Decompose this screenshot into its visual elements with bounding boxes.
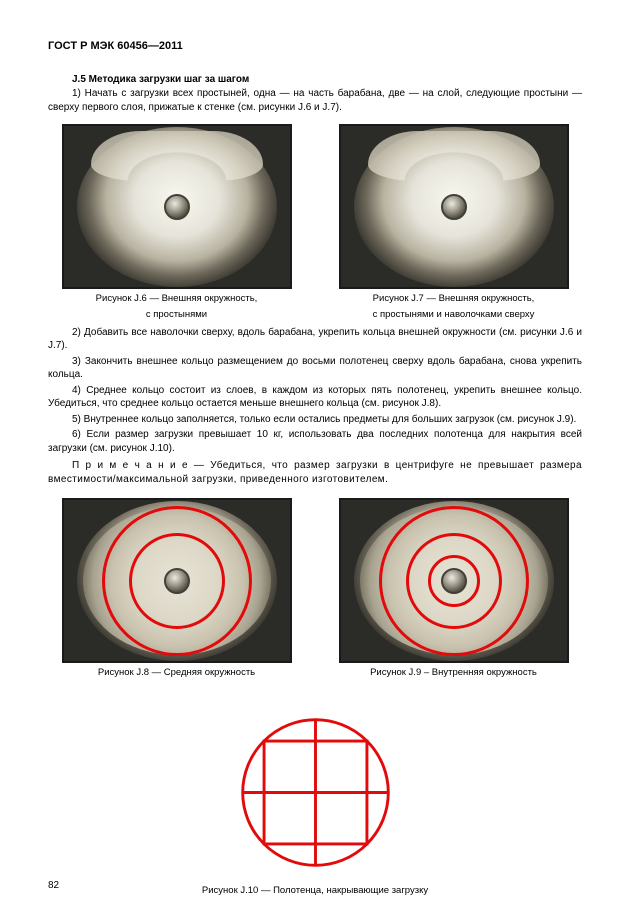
figure-j7-caption-line1: Рисунок J.7 — Внешняя окружность, [373,293,535,305]
figure-j10-svg [233,710,398,875]
page-number: 82 [48,880,59,891]
step-4: 4) Среднее кольцо состоит из слоев, в ка… [48,384,582,411]
figure-j10-caption: Рисунок J.10 — Полотенца, накрывающие за… [202,885,428,897]
figure-j9-caption: Рисунок J.9 – Внутренняя окружность [370,667,537,679]
step-5: 5) Внутреннее кольцо заполняется, только… [48,413,582,427]
figure-j7-caption-line2: с простынями и наволочками сверху [373,309,535,321]
step-1: 1) Начать с загрузки всех простыней, одн… [48,87,582,114]
figure-row-1: Рисунок J.6 — Внешняя окружность, с прос… [48,124,582,322]
figure-j6-caption-line1: Рисунок J.6 — Внешняя окружность, [96,293,258,305]
figure-j9: Рисунок J.9 – Внутренняя окружность [325,498,582,679]
figure-j8: Рисунок J.8 — Средняя окружность [48,498,305,679]
figure-j9-photo [339,498,569,663]
document-header: ГОСТ Р МЭК 60456—2011 [48,40,582,52]
step-2: 2) Добавить все наволочки сверху, вдоль … [48,326,582,353]
figure-j6-photo [62,124,292,289]
figure-j8-photo [62,498,292,663]
figure-row-2: Рисунок J.8 — Средняя окружность Рисунок… [48,498,582,679]
figure-j8-caption: Рисунок J.8 — Средняя окружность [98,667,255,679]
step-3: 3) Закончить внешнее кольцо размещением … [48,355,582,382]
figure-j6: Рисунок J.6 — Внешняя окружность, с прос… [48,124,305,322]
figure-j6-caption-line2: с простынями [146,309,207,321]
section-title: J.5 Методика загрузки шаг за шагом [48,74,582,85]
figure-j7-photo [339,124,569,289]
figure-j7: Рисунок J.7 — Внешняя окружность, с прос… [325,124,582,322]
note-text: П р и м е ч а н и е — Убедиться, что раз… [48,459,582,486]
step-6: 6) Если размер загрузки превышает 10 кг,… [48,428,582,455]
figure-j10: Рисунок J.10 — Полотенца, накрывающие за… [48,710,582,897]
